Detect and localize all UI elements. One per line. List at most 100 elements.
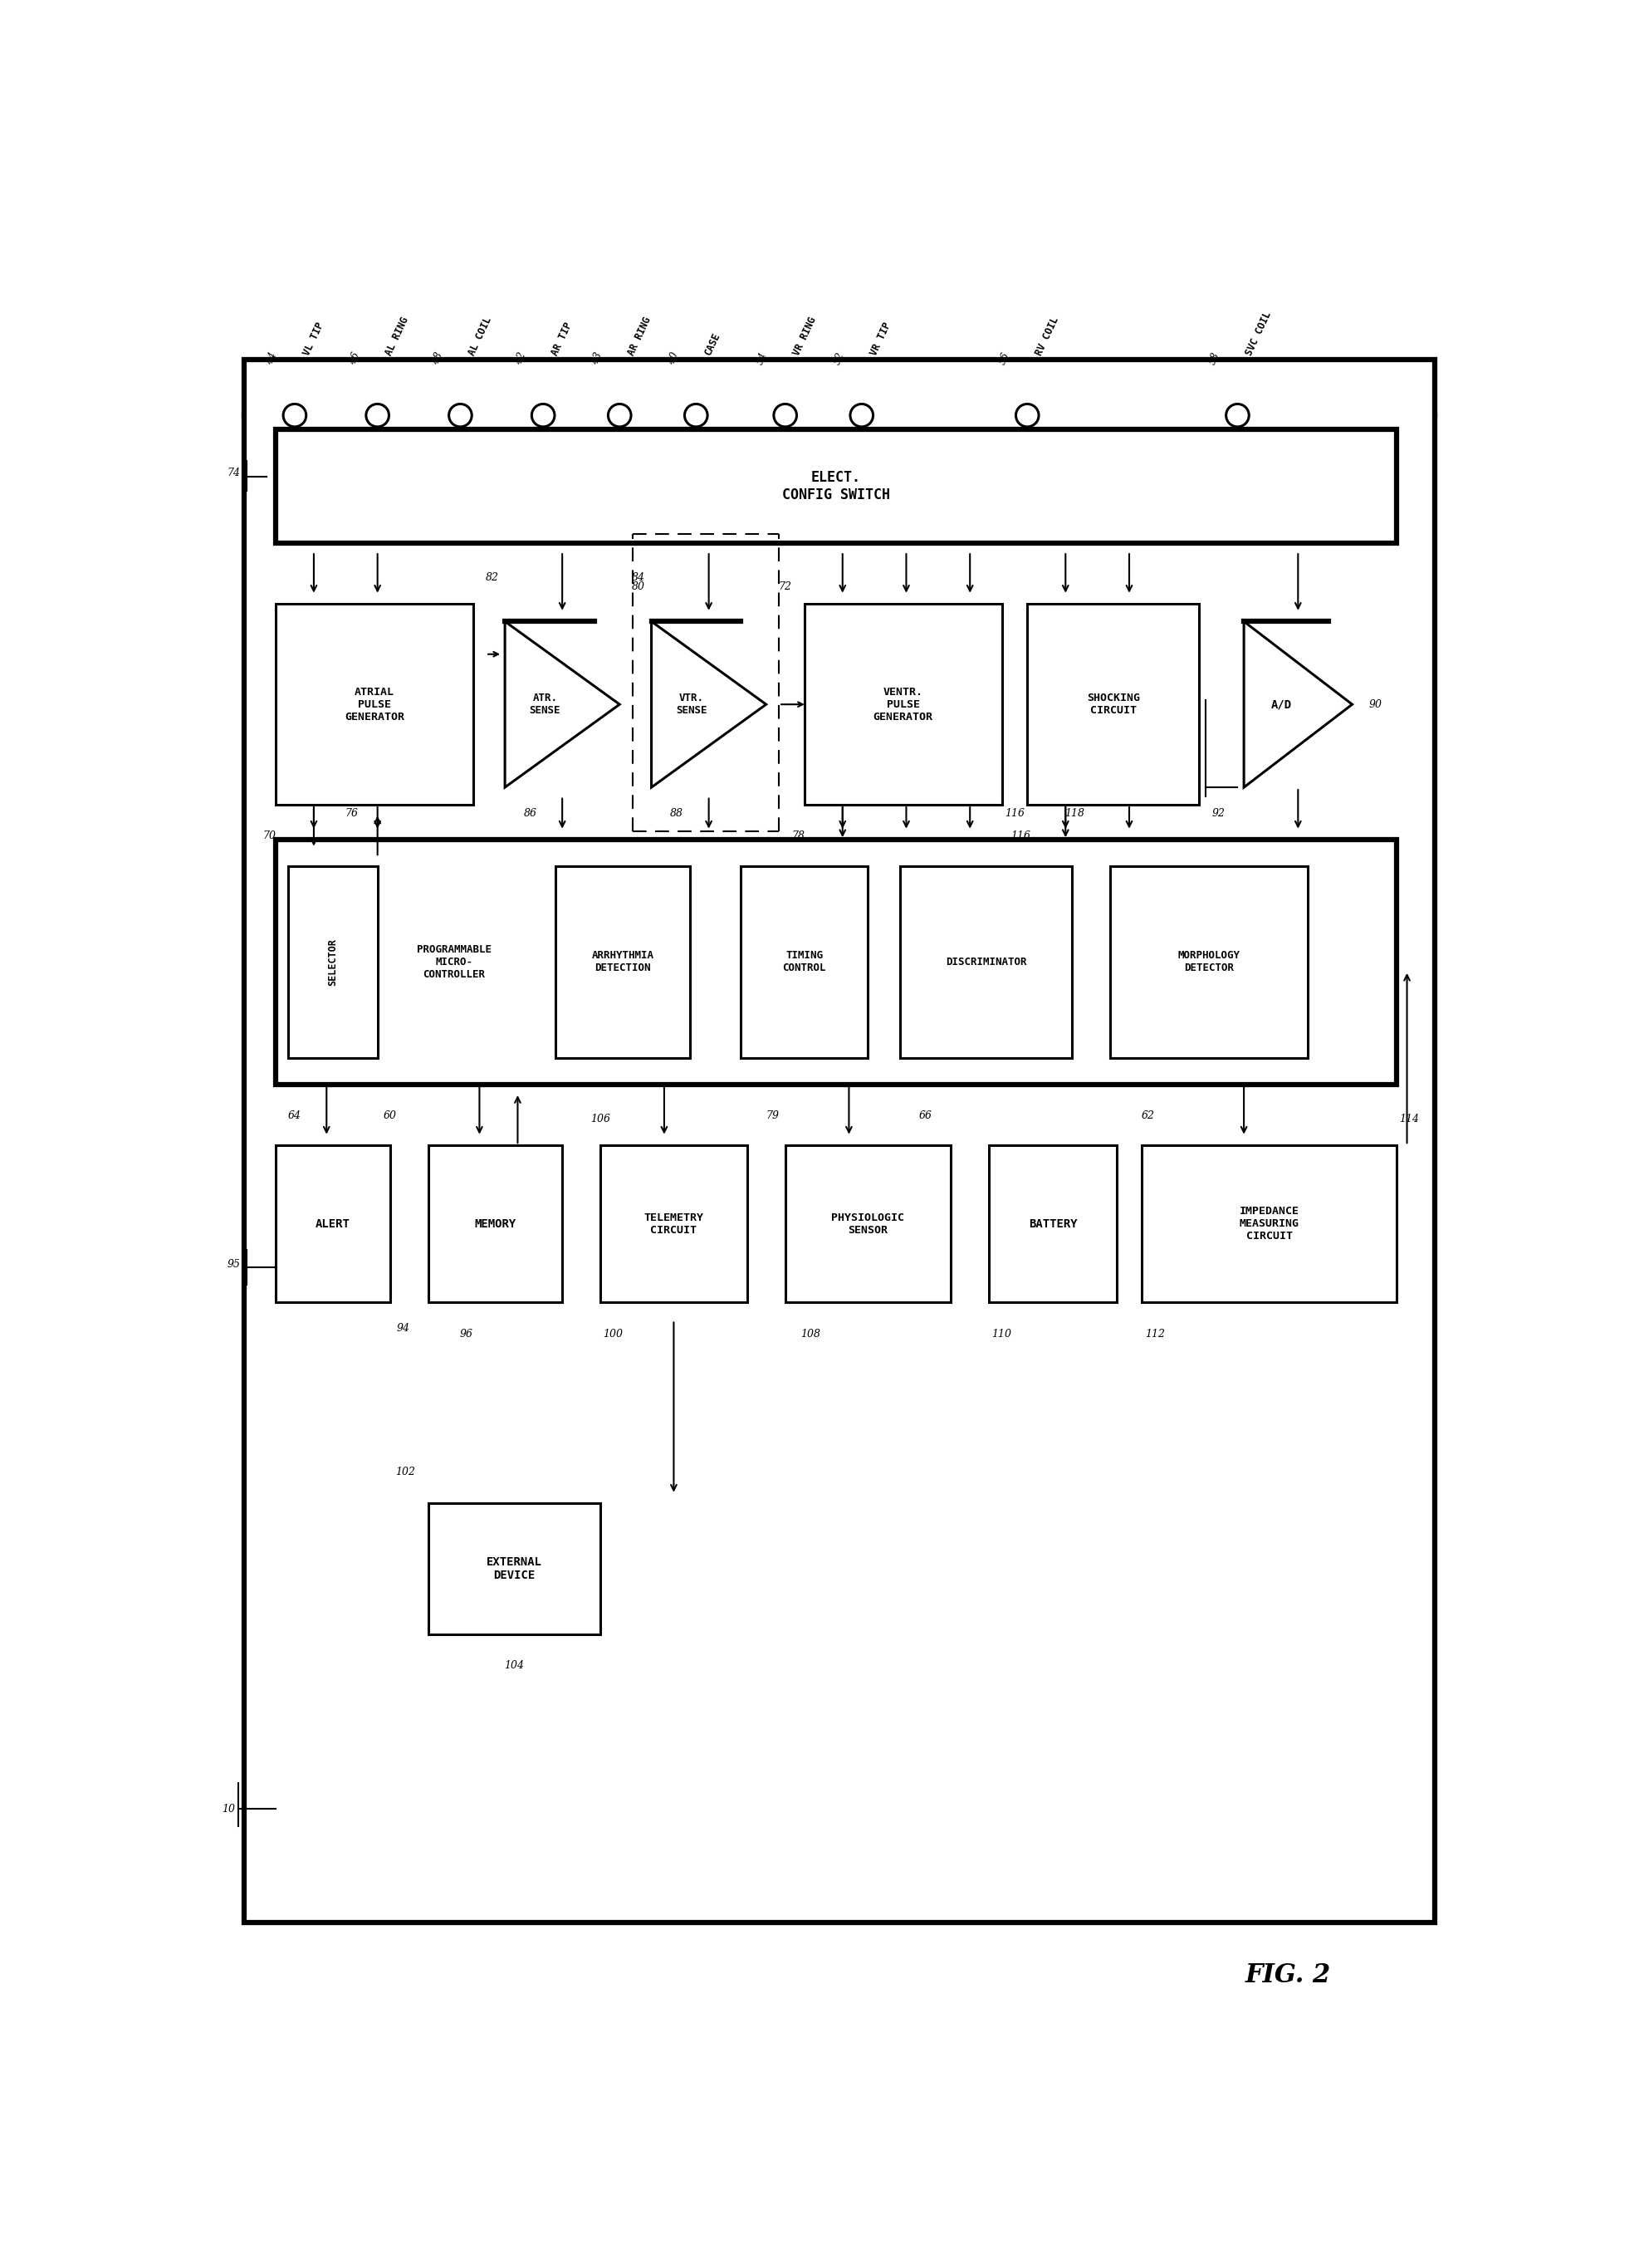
- Text: 54: 54: [755, 352, 769, 367]
- Text: 100: 100: [603, 1329, 623, 1340]
- Text: 43: 43: [589, 352, 605, 367]
- Text: 112: 112: [1144, 1329, 1164, 1340]
- Text: 92: 92: [1212, 807, 1225, 819]
- Text: 10: 10: [222, 1803, 235, 1814]
- Text: 86: 86: [524, 807, 538, 819]
- Polygon shape: [651, 621, 766, 787]
- Bar: [276, 839, 1397, 1084]
- Text: VL TIP: VL TIP: [301, 322, 326, 358]
- Text: 116: 116: [1004, 807, 1024, 819]
- Text: 110: 110: [991, 1329, 1011, 1340]
- Bar: [740, 866, 868, 1057]
- Text: MORPHOLOGY
DETECTOR: MORPHOLOGY DETECTOR: [1177, 950, 1240, 973]
- Text: 104: 104: [505, 1660, 524, 1672]
- Text: 90: 90: [1368, 699, 1381, 710]
- Text: 94: 94: [396, 1322, 409, 1334]
- Circle shape: [367, 404, 390, 426]
- Text: AL RING: AL RING: [385, 315, 411, 358]
- Bar: [899, 866, 1072, 1057]
- Text: VTR.
SENSE: VTR. SENSE: [676, 692, 707, 717]
- Text: PROGRAMMABLE
MICRO-
CONTROLLER: PROGRAMMABLE MICRO- CONTROLLER: [416, 943, 492, 980]
- Circle shape: [684, 404, 707, 426]
- Bar: [243, 358, 1435, 1923]
- Text: TIMING
CONTROL: TIMING CONTROL: [783, 950, 827, 973]
- Circle shape: [1226, 404, 1249, 426]
- Bar: [1143, 1145, 1397, 1302]
- Bar: [429, 1145, 562, 1302]
- Text: 48: 48: [431, 352, 446, 367]
- Text: 79: 79: [766, 1111, 779, 1120]
- Text: 58: 58: [1207, 352, 1221, 367]
- Text: ATR.
SENSE: ATR. SENSE: [529, 692, 561, 717]
- Text: 62: 62: [1141, 1111, 1156, 1120]
- Text: 96: 96: [460, 1329, 473, 1340]
- Text: AR RING: AR RING: [626, 315, 653, 358]
- Text: 118: 118: [1064, 807, 1085, 819]
- Circle shape: [531, 404, 554, 426]
- Text: 84: 84: [631, 572, 646, 583]
- Text: ARRHYTHMIA
DETECTION: ARRHYTHMIA DETECTION: [592, 950, 654, 973]
- Text: 78: 78: [791, 830, 804, 841]
- Polygon shape: [505, 621, 620, 787]
- Text: MEMORY: MEMORY: [475, 1218, 516, 1229]
- Text: 82: 82: [485, 572, 498, 583]
- Bar: [276, 603, 473, 805]
- Text: CASE: CASE: [702, 331, 722, 358]
- Text: ATRIAL
PULSE
GENERATOR: ATRIAL PULSE GENERATOR: [345, 687, 404, 721]
- Text: A/D: A/D: [1271, 699, 1292, 710]
- Text: 46: 46: [347, 352, 362, 367]
- Circle shape: [850, 404, 873, 426]
- Text: AR TIP: AR TIP: [549, 322, 574, 358]
- Bar: [1028, 603, 1200, 805]
- Text: 72: 72: [779, 581, 792, 592]
- Text: FIG. 2: FIG. 2: [1246, 1962, 1332, 1987]
- Text: 56: 56: [996, 352, 1013, 367]
- Text: SELECTOR: SELECTOR: [327, 939, 339, 987]
- Text: SVC COIL: SVC COIL: [1245, 311, 1274, 358]
- Bar: [1110, 866, 1307, 1057]
- Text: AL COIL: AL COIL: [467, 315, 493, 358]
- Text: 40: 40: [666, 352, 681, 367]
- Bar: [990, 1145, 1116, 1302]
- Text: ALERT: ALERT: [316, 1218, 350, 1229]
- Circle shape: [283, 404, 306, 426]
- Text: 114: 114: [1399, 1114, 1419, 1125]
- Text: 44: 44: [265, 352, 279, 367]
- Bar: [600, 1145, 746, 1302]
- Text: BATTERY: BATTERY: [1029, 1218, 1077, 1229]
- Circle shape: [449, 404, 472, 426]
- Text: 66: 66: [919, 1111, 932, 1120]
- Text: 76: 76: [345, 807, 358, 819]
- Text: 42: 42: [513, 352, 528, 367]
- Text: 106: 106: [590, 1114, 610, 1125]
- Text: 102: 102: [396, 1467, 416, 1476]
- Text: 80: 80: [631, 581, 646, 592]
- Text: ELECT.
CONFIG SWITCH: ELECT. CONFIG SWITCH: [783, 469, 889, 501]
- Text: RV COIL: RV COIL: [1034, 315, 1060, 358]
- Bar: [804, 603, 1001, 805]
- Text: VR TIP: VR TIP: [868, 322, 893, 358]
- Text: DISCRIMINATOR: DISCRIMINATOR: [945, 957, 1026, 968]
- Text: 95: 95: [227, 1259, 240, 1270]
- Text: 74: 74: [227, 467, 240, 479]
- Text: 60: 60: [383, 1111, 396, 1120]
- Text: PHYSIOLOGIC
SENSOR: PHYSIOLOGIC SENSOR: [832, 1213, 904, 1236]
- Text: 108: 108: [801, 1329, 820, 1340]
- Text: 70: 70: [263, 830, 276, 841]
- Bar: [786, 1145, 950, 1302]
- Text: IMPEDANCE
MEASURING
CIRCUIT: IMPEDANCE MEASURING CIRCUIT: [1240, 1207, 1299, 1243]
- Text: VR RING: VR RING: [792, 315, 819, 358]
- Circle shape: [774, 404, 797, 426]
- Text: 64: 64: [288, 1111, 301, 1120]
- Circle shape: [1016, 404, 1039, 426]
- Bar: [429, 1504, 600, 1635]
- Bar: [288, 866, 378, 1057]
- Text: 88: 88: [671, 807, 684, 819]
- Text: EXTERNAL
DEVICE: EXTERNAL DEVICE: [487, 1556, 543, 1581]
- Polygon shape: [1245, 621, 1351, 787]
- Bar: [556, 866, 690, 1057]
- Bar: [276, 429, 1397, 542]
- Text: TELEMETRY
CIRCUIT: TELEMETRY CIRCUIT: [644, 1213, 704, 1236]
- Text: SHOCKING
CIRCUIT: SHOCKING CIRCUIT: [1087, 692, 1139, 717]
- Bar: [276, 1145, 390, 1302]
